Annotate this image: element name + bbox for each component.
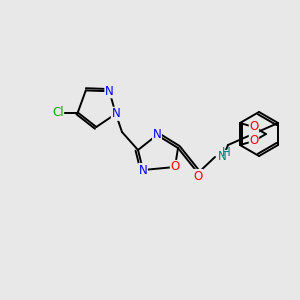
Text: N: N [105, 85, 114, 98]
Text: H: H [222, 146, 230, 160]
Text: N: N [218, 151, 227, 164]
Text: O: O [249, 134, 259, 148]
Text: Cl: Cl [52, 106, 64, 119]
Text: N: N [111, 107, 120, 120]
Text: O: O [170, 160, 180, 173]
Text: N: N [153, 128, 161, 142]
Text: O: O [249, 121, 259, 134]
Text: O: O [194, 169, 202, 182]
Text: N: N [139, 164, 147, 176]
